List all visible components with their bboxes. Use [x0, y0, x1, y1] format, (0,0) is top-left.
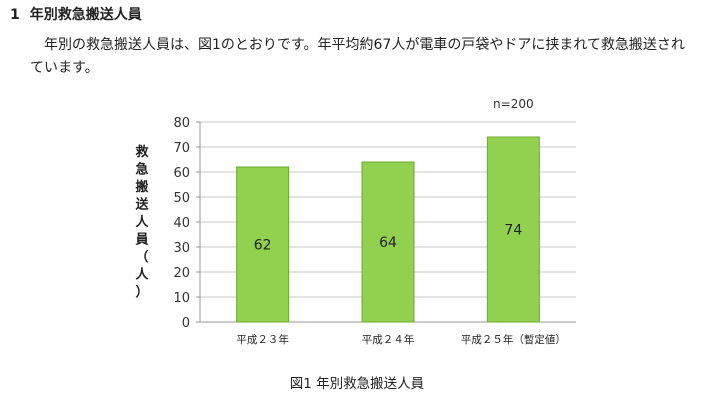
y-tick-label-20: 20 [173, 266, 190, 281]
y-tick-label-0: 0 [182, 316, 190, 331]
y-tick-label-40: 40 [173, 216, 190, 231]
chart-area: 0 10 20 30 40 50 60 70 80 救急搬送人員（人） 62 平成２３年 64 平成２４年… [118, 88, 590, 365]
bar-chart: 0 10 20 30 40 50 60 70 80 救急搬送人員（人） 62 平成２３年 64 平成２４年… [134, 97, 576, 346]
y-axis-label: 救急搬送人員（人） [134, 144, 149, 300]
data-label-0: 62 [254, 238, 272, 254]
y-tick-label-50: 50 [173, 191, 190, 206]
figure-caption: 図1 年別救急搬送人員 [289, 376, 425, 392]
data-label-1: 64 [379, 235, 397, 251]
section-title: 年別救急搬送人員 [29, 7, 142, 23]
y-tick-label-70: 70 [173, 141, 190, 156]
bar-0 [236, 166, 290, 323]
description-text: 年別の救急搬送人員は、図1のとおりです。年平均約67人が電車の戸袋やドアに挟まれ… [30, 37, 685, 76]
y-tick-label-80: 80 [173, 116, 190, 131]
section-heading: 1 年別救急搬送人員 [10, 4, 142, 24]
data-label-2: 74 [504, 223, 522, 239]
category-label-0: 平成２３年 [236, 333, 289, 346]
description-paragraph: 年別の救急搬送人員は、図1のとおりです。年平均約67人が電車の戸袋やドアに挟まれ… [30, 34, 690, 80]
y-tick-label-10: 10 [173, 291, 190, 306]
category-label-1: 平成２４年 [362, 333, 415, 346]
bar-2 [486, 136, 540, 323]
y-tick-label-60: 60 [173, 166, 190, 181]
category-label-2: 平成２５年（暫定値） [461, 333, 566, 346]
sample-size-annotation: n=200 [493, 97, 534, 111]
y-tick-label-30: 30 [173, 241, 190, 256]
bar-1 [361, 161, 415, 323]
section-number: 1 [10, 7, 20, 23]
